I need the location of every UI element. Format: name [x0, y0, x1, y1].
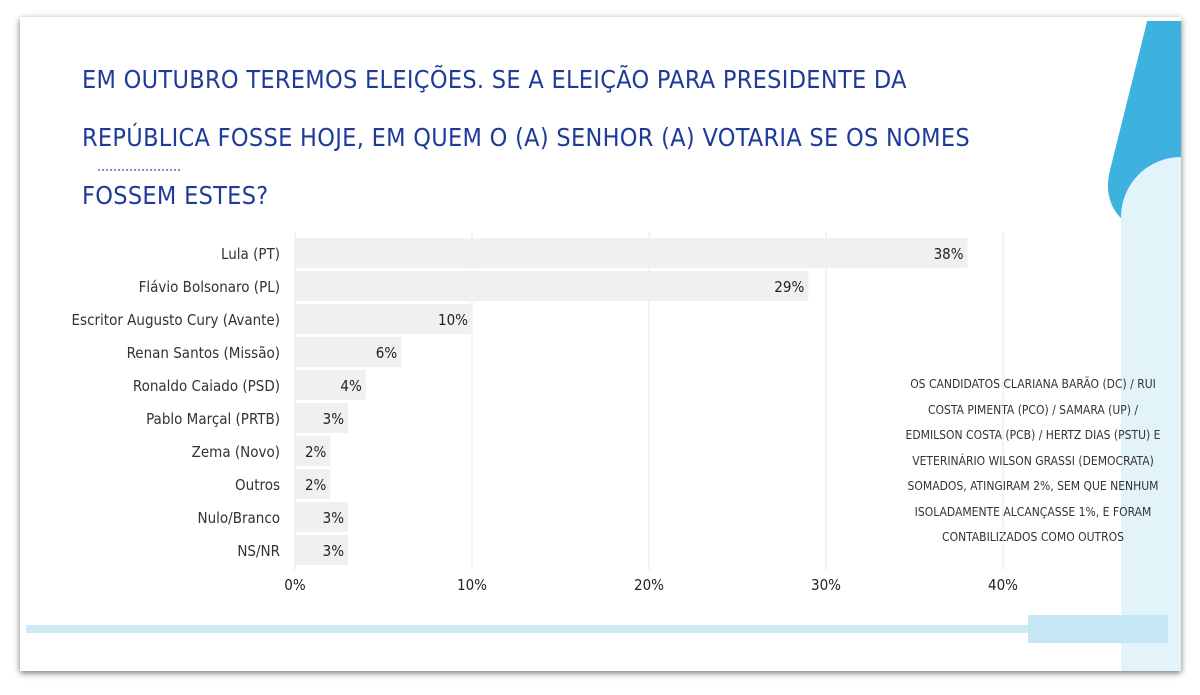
value-label: 6% — [376, 344, 398, 362]
bottom-stripe — [26, 625, 1126, 633]
bar — [295, 337, 402, 367]
dotted-divider — [98, 169, 180, 171]
category-label: Nulo/Branco — [198, 509, 281, 527]
x-tick-label: 40% — [988, 576, 1018, 594]
x-tick-label: 10% — [457, 576, 487, 594]
bar — [295, 304, 472, 334]
value-label: 3% — [323, 542, 345, 560]
value-label: 29% — [774, 278, 804, 296]
value-label: 2% — [305, 476, 327, 494]
value-label: 4% — [340, 377, 362, 395]
category-label: Flávio Bolsonaro (PL) — [139, 278, 280, 296]
decorative-shape-side — [1121, 157, 1181, 671]
chart-title: EM OUTUBRO TEREMOS ELEIÇÕES. SE A ELEIÇÃ… — [82, 65, 970, 210]
value-label: 3% — [323, 410, 345, 428]
category-label: Zema (Novo) — [192, 443, 280, 461]
value-label: 2% — [305, 443, 327, 461]
bottom-block — [1028, 615, 1168, 643]
category-label: Lula (PT) — [221, 245, 280, 263]
bar — [295, 535, 349, 565]
category-label: Renan Santos (Missão) — [127, 344, 280, 362]
bar — [295, 502, 349, 532]
bar — [295, 403, 349, 433]
bar — [295, 370, 366, 400]
bar — [295, 271, 809, 301]
category-label: NS/NR — [237, 542, 280, 560]
value-label: 10% — [438, 311, 468, 329]
value-label: 38% — [934, 245, 964, 263]
value-label: 3% — [323, 509, 345, 527]
category-label: Pablo Marçal (PRTB) — [146, 410, 280, 428]
footnote: OS CANDIDATOS CLARIANA BARÃO (DC) / RUI … — [905, 377, 1161, 544]
x-tick-label: 30% — [811, 576, 841, 594]
category-label: Escritor Augusto Cury (Avante) — [72, 311, 280, 329]
bar — [295, 238, 968, 268]
x-tick-label: 0% — [284, 576, 306, 594]
slide: EM OUTUBRO TEREMOS ELEIÇÕES. SE A ELEIÇÃ… — [20, 17, 1181, 671]
category-label: Ronaldo Caiado (PSD) — [133, 377, 280, 395]
bar — [295, 469, 331, 499]
category-label: Outros — [235, 476, 280, 494]
x-tick-label: 20% — [634, 576, 664, 594]
bar — [295, 436, 331, 466]
